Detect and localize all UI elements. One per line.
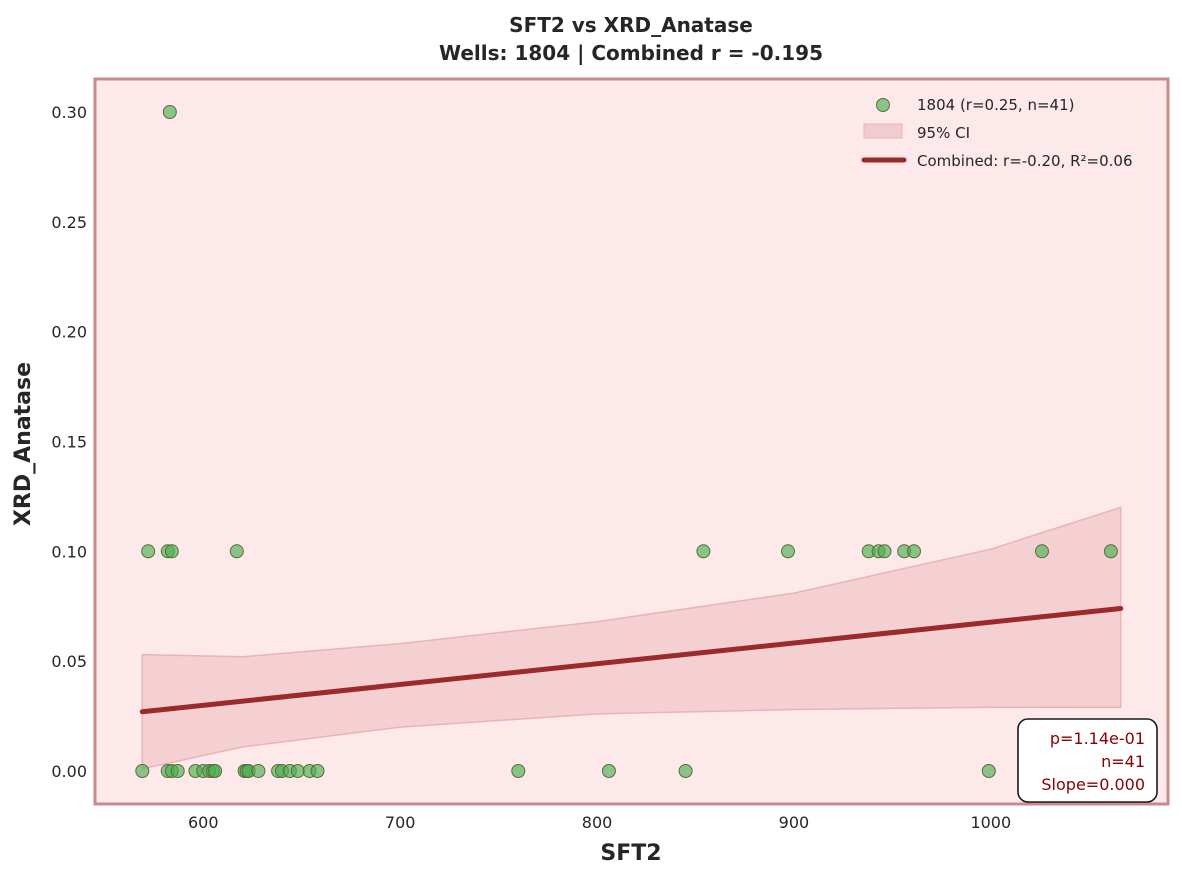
stats-box-frame: [1017, 718, 1158, 803]
y-tick-label: 0.15: [51, 433, 87, 452]
data-point: [696, 544, 711, 559]
data-point: [678, 764, 693, 778]
x-tick-label: 700: [385, 813, 416, 832]
data-point: [877, 544, 892, 559]
scatter-points: [135, 105, 1118, 778]
y-axis-ticks: 0.00 0.05 0.10 0.15 0.20 0.25 0.30: [51, 103, 87, 781]
plot-frame: [93, 77, 1170, 806]
stats-box: p=1.14e-01 n=41 Slope=0.000: [1017, 718, 1158, 803]
x-axis-label: SFT2: [600, 841, 661, 866]
data-point: [511, 764, 526, 778]
fit-line: [139, 605, 1124, 715]
legend-marker-series: [876, 98, 890, 112]
data-point: [781, 544, 795, 559]
data-point: [601, 764, 616, 778]
x-tick-label: 600: [188, 813, 219, 832]
y-axis-label: XRD_Anatase: [11, 362, 36, 526]
x-tick-label: 800: [582, 813, 613, 832]
data-point: [251, 764, 266, 778]
data-point: [162, 105, 177, 119]
data-point: [907, 544, 921, 559]
x-tick-label: 1000: [970, 813, 1011, 832]
legend-marker-ci: [863, 123, 903, 139]
data-point: [290, 764, 305, 778]
plot-area: [95, 79, 1168, 804]
legend-label-series: 1804 (r=0.25, n=41): [917, 96, 1074, 114]
data-point: [141, 544, 156, 559]
y-tick-label: 0.00: [51, 762, 87, 781]
stats-p-value: p=1.14e-01: [1050, 729, 1145, 748]
x-tick-label: 900: [779, 813, 810, 832]
ci-band: [141, 506, 1122, 770]
legend-label-fit: Combined: r=-0.20, R²=0.06: [917, 152, 1133, 170]
ci-layer: [141, 506, 1122, 770]
x-axis-ticks: 600 700 800 900 1000: [188, 813, 1011, 832]
y-tick-label: 0.10: [51, 542, 87, 561]
data-point: [1103, 544, 1118, 559]
y-tick-label: 0.30: [51, 103, 87, 122]
data-point: [310, 764, 325, 778]
stats-slope: Slope=0.000: [1041, 775, 1145, 794]
data-point: [229, 544, 244, 559]
legend-label-ci: 95% CI: [917, 124, 970, 142]
legend: 1804 (r=0.25, n=41) 95% CI Combined: r=-…: [861, 96, 1133, 170]
y-tick-label: 0.25: [51, 213, 87, 232]
fit-line-layer: [139, 605, 1124, 715]
data-point: [170, 764, 185, 778]
data-point: [981, 764, 996, 778]
data-point: [164, 544, 179, 559]
y-tick-label: 0.20: [51, 323, 87, 342]
chart-subtitle: Wells: 1804 | Combined r = -0.195: [439, 41, 823, 65]
chart-title: SFT2 vs XRD_Anatase: [509, 13, 753, 37]
data-point: [1035, 544, 1049, 559]
data-point: [135, 764, 150, 778]
stats-n: n=41: [1101, 752, 1145, 771]
y-tick-label: 0.05: [51, 652, 87, 671]
data-point: [208, 764, 223, 778]
